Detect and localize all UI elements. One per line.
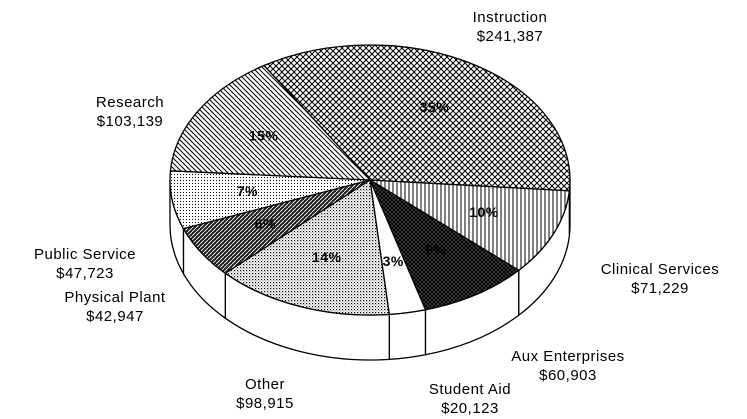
slice xyxy=(369,179,571,272)
category-label: Other xyxy=(245,376,285,393)
value-label: $47,723 xyxy=(56,265,114,282)
value-label: $241,387 xyxy=(477,28,544,45)
category-label: Public Service xyxy=(34,246,136,263)
percentage-label: 6% xyxy=(255,216,276,232)
category-label: Student Aid xyxy=(429,381,511,398)
slice xyxy=(368,178,520,311)
slice xyxy=(224,178,391,316)
percentage-label: 7% xyxy=(237,183,258,199)
percentage-label: 35% xyxy=(420,99,450,115)
category-label: Instruction xyxy=(473,9,548,26)
slice xyxy=(262,44,571,192)
category-label: Physical Plant xyxy=(64,289,166,306)
category-label: Clinical Services xyxy=(601,261,720,278)
category-label: Aux Enterprises xyxy=(511,348,624,365)
percentage-label: 9% xyxy=(425,242,446,258)
value-label: $98,915 xyxy=(236,395,294,412)
percentage-label: 15% xyxy=(249,128,279,144)
slice-side xyxy=(388,308,427,361)
value-label: $60,903 xyxy=(539,367,597,384)
value-label: $103,139 xyxy=(97,113,164,130)
category-label: Research xyxy=(96,94,164,111)
value-label: $42,947 xyxy=(86,308,144,325)
slice xyxy=(169,64,372,181)
percentage-label: 14% xyxy=(312,249,342,265)
value-label: $20,123 xyxy=(441,400,499,417)
value-label: $71,229 xyxy=(631,280,689,297)
percentage-label: 3% xyxy=(383,253,404,269)
percentage-label: 10% xyxy=(469,204,499,220)
